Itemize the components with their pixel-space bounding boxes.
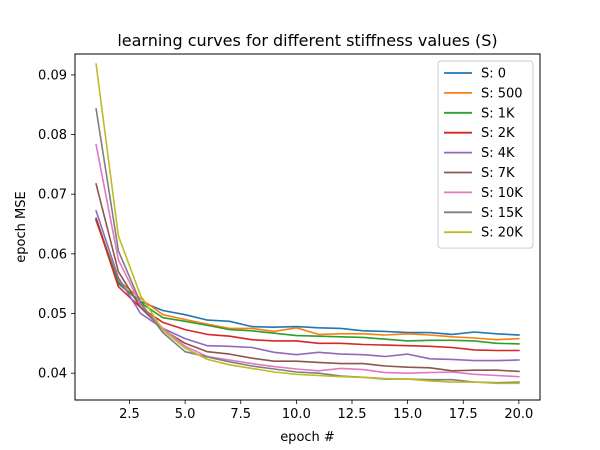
y-tick-label: 0.08 bbox=[38, 128, 67, 143]
y-tick-label: 0.09 bbox=[38, 68, 67, 83]
legend-label: S: 0 bbox=[481, 67, 506, 82]
series-line bbox=[95, 143, 520, 378]
series-lines bbox=[95, 63, 520, 385]
series-line bbox=[95, 219, 520, 341]
series-line bbox=[95, 218, 520, 352]
series-line bbox=[95, 209, 520, 362]
chart-title: learning curves for different stiffness … bbox=[117, 31, 497, 50]
y-axis-ticks: 0.04 0.05 0.06 0.07 0.08 0.09 bbox=[38, 68, 75, 382]
x-axis-label: epoch # bbox=[280, 430, 335, 445]
legend-label: S: 15K bbox=[481, 206, 523, 221]
x-tick-label: 7.5 bbox=[230, 407, 251, 422]
series-line bbox=[95, 63, 520, 385]
legend-label: S: 2K bbox=[481, 126, 515, 141]
legend-label: S: 10K bbox=[481, 186, 523, 201]
series-line bbox=[95, 218, 520, 345]
x-tick-label: 17.5 bbox=[449, 407, 478, 422]
axes-frame bbox=[74, 53, 541, 401]
y-tick-label: 0.05 bbox=[38, 307, 67, 322]
x-tick-label: 2.5 bbox=[119, 407, 140, 422]
legend-label: S: 4K bbox=[481, 146, 515, 161]
x-tick-label: 20.0 bbox=[504, 407, 533, 422]
x-tick-label: 10.0 bbox=[282, 407, 311, 422]
y-tick-label: 0.04 bbox=[38, 367, 67, 382]
legend-box bbox=[437, 60, 534, 249]
y-axis-label: epoch MSE bbox=[14, 191, 29, 262]
legend-label: S: 1K bbox=[481, 106, 515, 121]
legend-label: S: 20K bbox=[481, 226, 523, 241]
series-line bbox=[95, 107, 520, 384]
x-tick-label: 12.5 bbox=[338, 407, 367, 422]
y-tick-label: 0.07 bbox=[38, 188, 67, 203]
legend: S: 0 S: 500 S: 1K S: 2K S: 4K S: 7K S: 10K S: 1… bbox=[437, 60, 534, 249]
x-tick-label: 15.0 bbox=[393, 407, 422, 422]
x-axis-ticks: 2.5 5.0 7.5 10.0 12.5 15.0 17.5 20.0 bbox=[119, 400, 533, 422]
legend-label: S: 7K bbox=[481, 166, 515, 181]
series-line bbox=[95, 217, 520, 336]
legend-label: S: 500 bbox=[481, 86, 523, 101]
x-tick-label: 5.0 bbox=[175, 407, 196, 422]
y-tick-label: 0.06 bbox=[38, 247, 67, 262]
